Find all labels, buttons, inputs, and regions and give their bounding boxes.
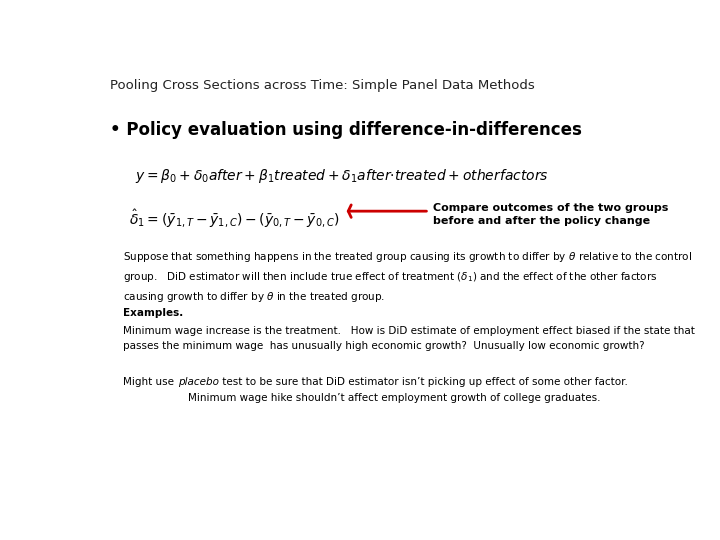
Text: Compare outcomes of the two groups
before and after the policy change: Compare outcomes of the two groups befor… xyxy=(433,203,669,226)
Text: Pooling Cross Sections across Time: Simple Panel Data Methods: Pooling Cross Sections across Time: Simp… xyxy=(109,79,534,92)
Text: test to be sure that DiD estimator isn’t picking up effect of some other factor.: test to be sure that DiD estimator isn’t… xyxy=(219,377,628,388)
Text: $\hat{\delta}_1 = (\bar{y}_{1,T} - \bar{y}_{1,C}) - (\bar{y}_{0,T} - \bar{y}_{0,: $\hat{\delta}_1 = (\bar{y}_{1,T} - \bar{… xyxy=(129,208,340,231)
Text: • Policy evaluation using difference-in-differences: • Policy evaluation using difference-in-… xyxy=(109,121,582,139)
Text: Minimum wage hike shouldn’t affect employment growth of college graduates.: Minimum wage hike shouldn’t affect emplo… xyxy=(188,393,600,403)
Text: Suppose that something happens in the treated group causing its growth to differ: Suppose that something happens in the tr… xyxy=(124,250,693,304)
Text: Minimum wage increase is the treatment.   How is DiD estimate of employment effe: Minimum wage increase is the treatment. … xyxy=(124,326,696,350)
Text: $y = \beta_0 + \delta_0 after + \beta_1 treated + \delta_1 after{\cdot}treated +: $y = \beta_0 + \delta_0 after + \beta_1 … xyxy=(135,167,549,185)
Text: placebo: placebo xyxy=(178,377,219,388)
Text: Might use: Might use xyxy=(124,377,178,388)
Text: Examples.: Examples. xyxy=(124,308,184,318)
